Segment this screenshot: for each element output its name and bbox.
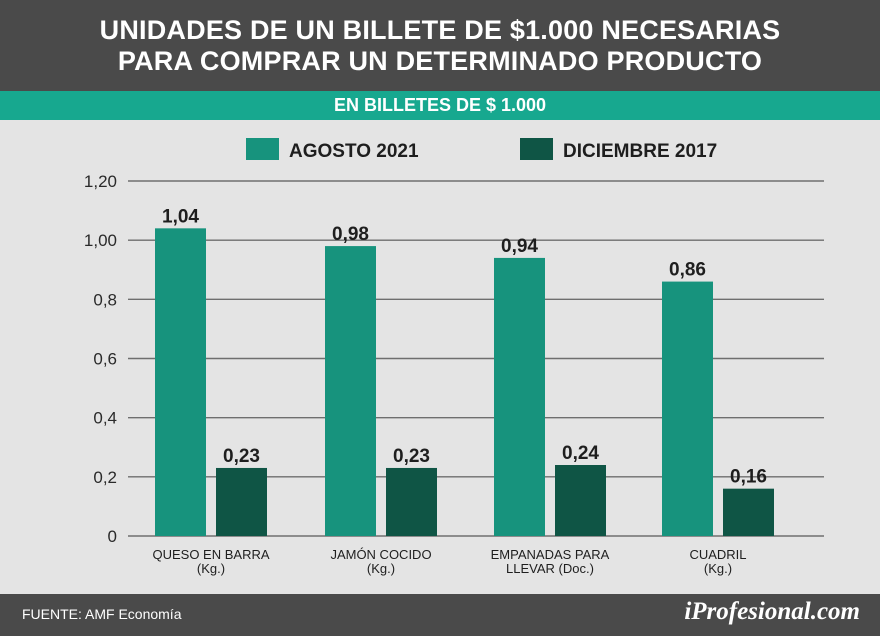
legend-swatch-1 xyxy=(246,138,279,160)
data-label-diciembre-2017-4: 0,16 xyxy=(730,467,767,488)
x-category-label-4-line-1: CUADRIL xyxy=(689,547,746,562)
brand-logo[interactable]: iProfesional.com xyxy=(684,598,860,625)
chart-subtitle-bar: EN BILLETES DE $ 1.000 xyxy=(0,91,880,120)
y-tick-label-1: 0,2 xyxy=(93,468,117,487)
legend-label-1: AGOSTO 2021 xyxy=(289,141,419,162)
data-label-diciembre-2017-3: 0,24 xyxy=(562,443,599,464)
legend-swatch-2 xyxy=(520,138,553,160)
y-tick-label-5: 1,00 xyxy=(84,231,117,250)
data-label-agosto-2021-3: 0,94 xyxy=(501,236,538,257)
data-label-diciembre-2017-1: 0,23 xyxy=(223,446,260,467)
x-category-label-3-line-2: LLEVAR (Doc.) xyxy=(506,561,594,576)
y-tick-label-2: 0,4 xyxy=(93,409,117,428)
data-label-agosto-2021-4: 0,86 xyxy=(669,260,706,281)
chart-header: UNIDADES DE UN BILLETE DE $1.000 NECESAR… xyxy=(0,0,880,91)
chart-area: AGOSTO 2021 DICIEMBRE 2017 0 0,2 0,4 0,6 0,8 1,… xyxy=(0,120,880,594)
y-tick-label-3: 0,6 xyxy=(93,350,117,369)
x-category-label-2-line-2: (Kg.) xyxy=(367,561,395,576)
y-tick-label-6: 1,20 xyxy=(84,172,117,191)
chart-title-line-1: UNIDADES DE UN BILLETE DE $1.000 NECESAR… xyxy=(99,14,781,45)
bar-diciembre-2017-3 xyxy=(555,465,606,536)
bar-diciembre-2017-2 xyxy=(386,467,437,536)
chart-subtitle: EN BILLETES DE $ 1.000 xyxy=(333,95,547,115)
data-label-agosto-2021-1: 1,04 xyxy=(162,206,199,227)
bar-agosto-2021-2 xyxy=(325,246,376,536)
x-category-label-1-line-1: QUESO EN BARRA xyxy=(152,547,269,562)
data-label-diciembre-2017-2: 0,23 xyxy=(393,446,430,467)
bar-diciembre-2017-1 xyxy=(216,467,267,536)
source-text: FUENTE: AMF Economía xyxy=(22,606,182,622)
y-tick-label-4: 0,8 xyxy=(93,290,117,309)
bar-agosto-2021-3 xyxy=(494,257,545,536)
y-tick-label-0: 0 xyxy=(108,527,117,546)
legend-label-2: DICIEMBRE 2017 xyxy=(563,141,717,162)
bar-chart: AGOSTO 2021 DICIEMBRE 2017 0 0,2 0,4 0,6 0,8 1,… xyxy=(84,138,824,576)
data-label-agosto-2021-2: 0,98 xyxy=(332,224,369,245)
bar-diciembre-2017-4 xyxy=(723,488,774,536)
footer: FUENTE: AMF Economía iProfesional.com xyxy=(0,594,880,636)
chart-title-line-2: PARA COMPRAR UN DETERMINADO PRODUCTO xyxy=(117,45,763,76)
bar-agosto-2021-4 xyxy=(662,281,713,536)
x-category-label-3-line-1: EMPANADAS PARA xyxy=(491,547,610,562)
x-category-label-1-line-2: (Kg.) xyxy=(197,561,225,576)
x-category-label-2-line-1: JAMÓN COCIDO xyxy=(330,547,431,562)
x-category-label-4-line-2: (Kg.) xyxy=(704,561,732,576)
bar-agosto-2021-1 xyxy=(155,228,206,536)
